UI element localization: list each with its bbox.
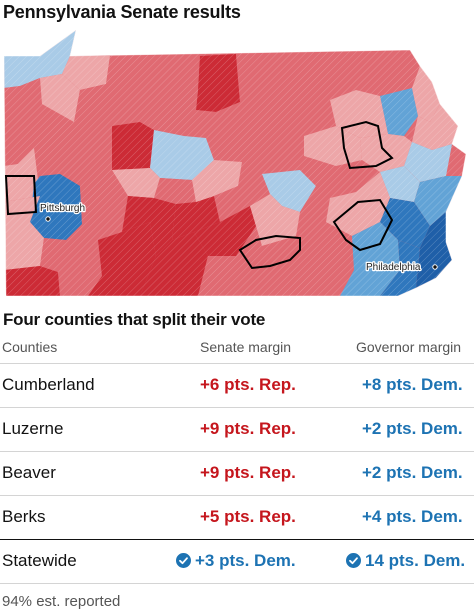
split-vote-table: Counties Senate margin Governor margin C… [0, 335, 474, 584]
state-outline [3, 29, 467, 297]
county-name: Luzerne [2, 419, 64, 438]
pennsylvania-county-map: Pittsburgh Philadelphia [0, 26, 474, 298]
philadelphia-marker [432, 264, 438, 270]
senate-margin: +9 pts. Rep. [200, 419, 296, 438]
philadelphia-label: Philadelphia [366, 262, 421, 273]
senate-margin: +9 pts. Rep. [200, 463, 296, 482]
reporting-footnote: 94% est. reported [2, 593, 121, 610]
table-header: Counties Senate margin Governor margin [0, 335, 474, 364]
check-circle-icon [176, 553, 191, 568]
header-governor-margin: Governor margin [356, 339, 462, 355]
table-row: Berks +5 pts. Rep. +4 pts. Dem. [0, 496, 474, 540]
highlight-cumberland [238, 234, 301, 270]
statewide-senate: +3 pts. Dem. [176, 551, 296, 571]
highlight-berks [332, 198, 394, 252]
table-title: Four counties that split their vote [3, 310, 266, 329]
header-senate-margin: Senate margin [200, 339, 292, 355]
highlight-beaver [4, 175, 38, 216]
table-row: Beaver +9 pts. Rep. +2 pts. Dem. [0, 452, 474, 496]
map-hatch-texture [4, 30, 466, 296]
governor-margin: +4 pts. Dem. [362, 507, 463, 526]
table-row: Cumberland +6 pts. Rep. +8 pts. Dem. [0, 364, 474, 408]
statewide-senate-margin: +3 pts. Dem. [195, 551, 296, 570]
header-counties: Counties [2, 339, 58, 355]
governor-margin: +2 pts. Dem. [362, 463, 463, 482]
governor-margin: +2 pts. Dem. [362, 419, 463, 438]
statewide-governor: 14 pts. Dem. [346, 551, 465, 571]
statewide-row: Statewide +3 pts. Dem. 14 pts. Dem. [0, 539, 474, 584]
map-title: Pennsylvania Senate results [3, 2, 241, 22]
county-name: Beaver [2, 463, 56, 482]
county-name: Cumberland [2, 375, 95, 394]
pittsburgh-marker [45, 216, 51, 222]
county-name: Berks [2, 507, 46, 526]
check-circle-icon [346, 553, 361, 568]
statewide-governor-margin: 14 pts. Dem. [365, 551, 466, 570]
statewide-label: Statewide [2, 551, 77, 570]
table-row: Luzerne +9 pts. Rep. +2 pts. Dem. [0, 408, 474, 452]
pittsburgh-label: Pittsburgh [40, 203, 85, 214]
senate-margin: +5 pts. Rep. [200, 507, 296, 526]
governor-margin: +8 pts. Dem. [362, 375, 463, 394]
highlight-luzerne [340, 120, 394, 170]
senate-margin: +6 pts. Rep. [200, 375, 296, 394]
